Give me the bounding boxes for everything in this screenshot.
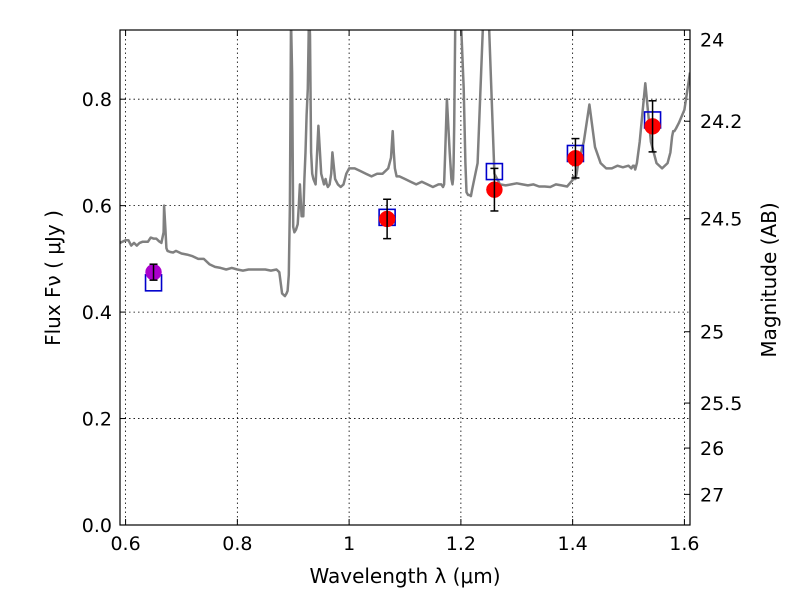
model-spectrum-layer: [120, 30, 690, 298]
y-tick-label: 0.4: [82, 302, 112, 324]
mag-tick-label: 26: [700, 438, 724, 460]
plot-frame: [119, 29, 691, 526]
axis-ticks: 0.6 0.8 1 1.2 1.4 1.6 0.0 0.2 0.4 0.6 0.8 24 24.2 24.…: [82, 30, 743, 555]
x-tick-label: 1.4: [558, 533, 588, 555]
mag-tick-label: 24.2: [700, 111, 742, 133]
mag-tick-label: 24.5: [700, 209, 742, 231]
x-tick-label: 1.2: [446, 533, 476, 555]
x-tick-label: 0.6: [110, 533, 140, 555]
x-axis-label: Wavelength λ (μm): [309, 564, 500, 588]
y-tick-label: 0.0: [82, 515, 112, 537]
y-tick-label: 0.2: [82, 409, 112, 431]
model-spectrum-line: [120, 30, 690, 298]
photometry-layer: [144, 100, 662, 292]
y-axis-label: Flux Fν ( μJy ): [41, 210, 65, 346]
y-tick-label: 0.8: [82, 89, 112, 111]
x-tick-label: 1.6: [669, 533, 699, 555]
x-tick-label: 0.8: [222, 533, 252, 555]
mag-tick-label: 25: [700, 322, 724, 344]
right-axis-label: Magnitude (AB): [757, 202, 781, 357]
mag-tick-label: 24: [700, 30, 724, 52]
grid: [120, 30, 690, 526]
x-tick-label: 1: [343, 533, 355, 555]
y-tick-label: 0.6: [82, 196, 112, 218]
mag-tick-label: 27: [700, 484, 724, 506]
mag-tick-label: 25.5: [700, 393, 742, 415]
